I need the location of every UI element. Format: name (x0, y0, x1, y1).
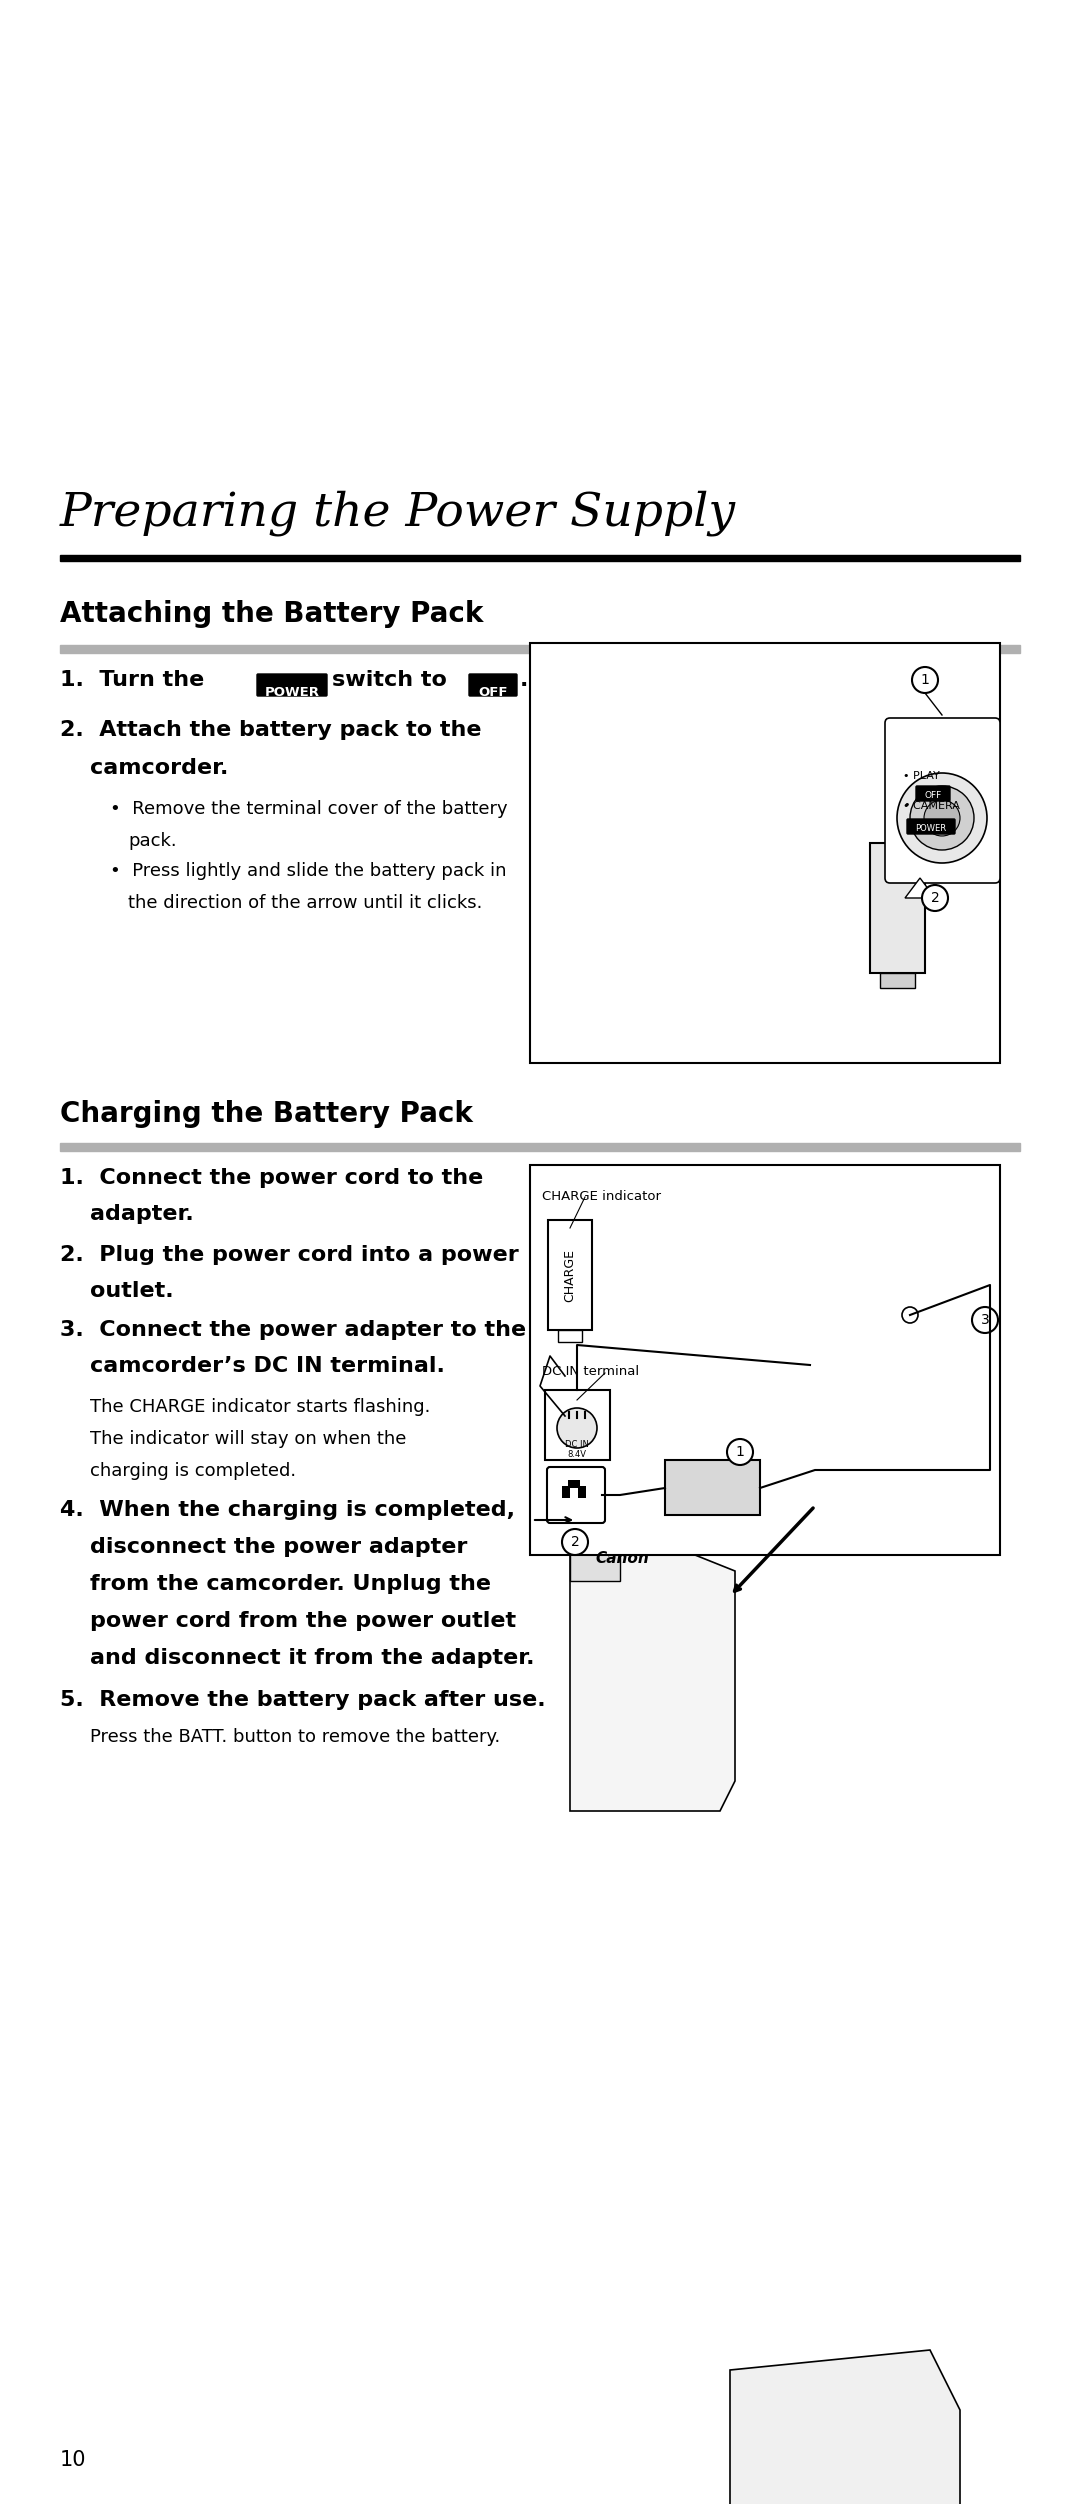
Bar (548, 1219, 592, 1330)
Text: charging is completed.: charging is completed. (90, 1462, 296, 1480)
Text: and disconnect it from the adapter.: and disconnect it from the adapter. (90, 1648, 535, 1668)
Text: 2.  Attach the battery pack to the: 2. Attach the battery pack to the (60, 721, 482, 741)
Circle shape (562, 1530, 588, 1555)
Text: Canon: Canon (595, 1550, 649, 1565)
Text: 3: 3 (981, 1312, 989, 1327)
Bar (665, 1460, 760, 1515)
Bar (870, 844, 924, 974)
Text: DC IN
8.4V: DC IN 8.4V (565, 1440, 589, 1460)
Text: 10: 10 (60, 2449, 86, 2469)
Text: camcorder.: camcorder. (90, 759, 228, 779)
Bar (530, 644, 1000, 1064)
Text: 1: 1 (735, 1445, 744, 1460)
Text: power cord from the power outlet: power cord from the power outlet (90, 1610, 516, 1630)
FancyBboxPatch shape (916, 786, 950, 801)
Text: •: • (903, 799, 909, 809)
Text: • PLAY: • PLAY (903, 771, 940, 781)
Text: POWER: POWER (916, 824, 946, 834)
Bar (530, 1164, 1000, 1555)
Text: outlet.: outlet. (90, 1282, 174, 1302)
FancyBboxPatch shape (907, 819, 955, 834)
Text: .: . (519, 671, 528, 691)
Text: 2.  Plug the power cord into a power: 2. Plug the power cord into a power (60, 1244, 518, 1265)
Polygon shape (570, 1520, 620, 1580)
Polygon shape (570, 1520, 735, 1810)
Text: 2: 2 (931, 891, 940, 904)
Text: the direction of the arrow until it clicks.: the direction of the arrow until it clic… (129, 894, 483, 911)
Text: OFF: OFF (478, 686, 508, 699)
Bar (568, 1480, 580, 1487)
Circle shape (902, 1307, 918, 1322)
Polygon shape (730, 2349, 960, 2504)
Text: The CHARGE indicator starts flashing.: The CHARGE indicator starts flashing. (90, 1397, 430, 1415)
Bar (60, 556, 1020, 561)
Text: disconnect the power adapter: disconnect the power adapter (90, 1537, 468, 1557)
Text: 3.  Connect the power adapter to the: 3. Connect the power adapter to the (60, 1320, 526, 1340)
Bar (60, 646, 1020, 654)
Circle shape (910, 786, 974, 849)
Bar (562, 1485, 570, 1497)
Text: Preparing the Power Supply: Preparing the Power Supply (60, 491, 737, 536)
Text: CHARGE indicator: CHARGE indicator (542, 1189, 661, 1202)
Text: Attaching the Battery Pack: Attaching the Battery Pack (60, 601, 484, 629)
Circle shape (557, 1407, 597, 1447)
Text: 1: 1 (920, 674, 930, 686)
Text: •  Press lightly and slide the battery pack in: • Press lightly and slide the battery pa… (110, 861, 507, 879)
Circle shape (972, 1307, 998, 1332)
Bar (558, 1330, 582, 1342)
FancyBboxPatch shape (469, 674, 517, 696)
FancyBboxPatch shape (885, 719, 1000, 884)
Text: 1.  Turn the: 1. Turn the (60, 671, 204, 691)
Circle shape (922, 884, 948, 911)
Bar (880, 974, 915, 989)
Text: adapter.: adapter. (90, 1204, 193, 1224)
Text: DC IN terminal: DC IN terminal (542, 1365, 639, 1377)
Text: The indicator will stay on when the: The indicator will stay on when the (90, 1430, 406, 1447)
Circle shape (727, 1440, 753, 1465)
Text: 2: 2 (570, 1535, 579, 1550)
Text: pack.: pack. (129, 831, 177, 849)
FancyBboxPatch shape (257, 674, 327, 696)
Text: 5.  Remove the battery pack after use.: 5. Remove the battery pack after use. (60, 1690, 545, 1710)
Text: OFF: OFF (924, 791, 942, 799)
Text: POWER: POWER (265, 686, 320, 699)
Text: Press the BATT. button to remove the battery.: Press the BATT. button to remove the bat… (90, 1728, 500, 1745)
Circle shape (897, 774, 987, 864)
Text: Charging the Battery Pack: Charging the Battery Pack (60, 1099, 473, 1127)
Text: •  Remove the terminal cover of the battery: • Remove the terminal cover of the batte… (110, 799, 508, 819)
FancyBboxPatch shape (546, 1467, 605, 1522)
Text: 4.  When the charging is completed,: 4. When the charging is completed, (60, 1500, 515, 1520)
Bar (545, 1390, 610, 1460)
Text: CHARGE: CHARGE (564, 1249, 577, 1302)
Text: • CAMERA: • CAMERA (903, 801, 960, 811)
Circle shape (912, 666, 939, 694)
Text: 1.  Connect the power cord to the: 1. Connect the power cord to the (60, 1167, 483, 1187)
Bar (60, 1142, 1020, 1152)
Circle shape (924, 799, 960, 836)
Text: from the camcorder. Unplug the: from the camcorder. Unplug the (90, 1575, 491, 1595)
Bar (578, 1485, 586, 1497)
Text: switch to: switch to (332, 671, 447, 691)
Polygon shape (905, 879, 935, 899)
Bar (600, 1440, 670, 1495)
Text: camcorder’s DC IN terminal.: camcorder’s DC IN terminal. (90, 1357, 445, 1377)
